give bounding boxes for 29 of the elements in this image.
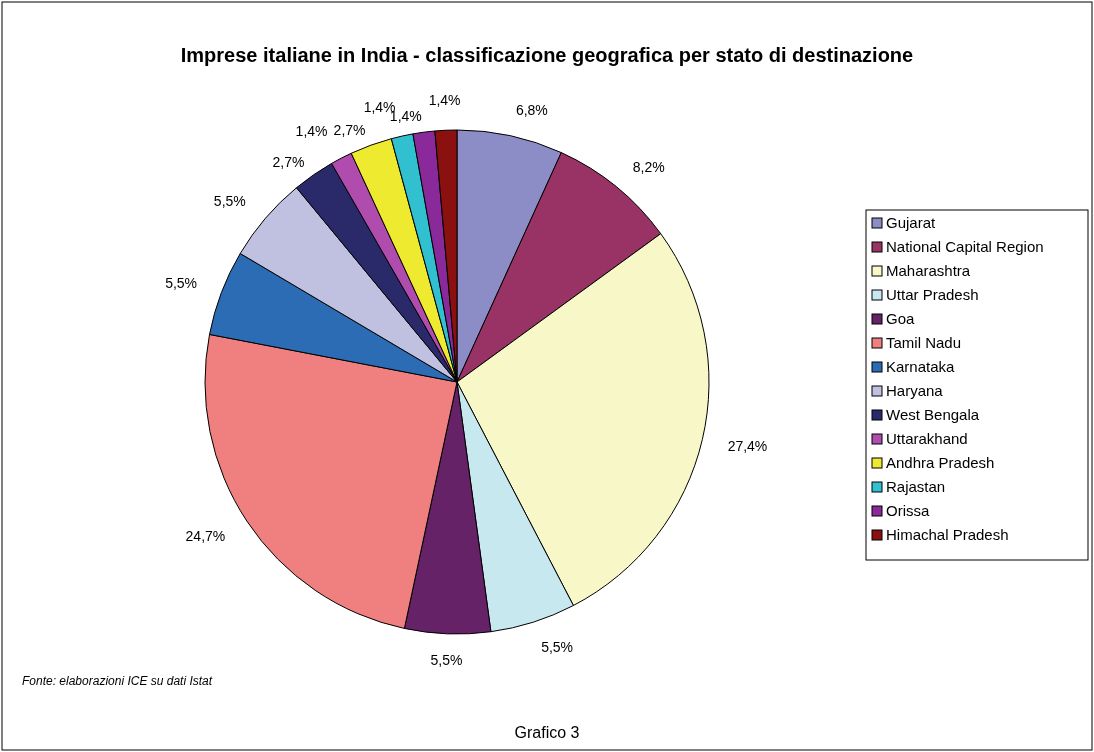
data-label: 6,8% (515, 102, 548, 119)
legend-label: Uttarakhand (886, 430, 968, 447)
data-label: 5,5% (213, 193, 246, 210)
data-label: 2,7% (272, 153, 305, 170)
legend-label: Maharashtra (886, 262, 971, 279)
legend-label: Karnataka (886, 358, 956, 375)
legend-label: Haryana (886, 382, 944, 399)
data-label: 5,5% (165, 275, 198, 292)
legend-label: Gujarat (886, 214, 937, 231)
legend-label: Tamil Nadu (886, 334, 962, 351)
legend-label: Uttar Pradesh (886, 286, 979, 303)
legend-label: Rajastan (886, 478, 946, 495)
legend-label: Himachal Pradesh (886, 526, 1009, 543)
data-label: 5,5% (430, 651, 463, 668)
data-label: 24,7% (185, 527, 226, 544)
data-label: 27,4% (727, 437, 768, 454)
legend-label: National Capital Region (886, 238, 1044, 255)
legend-label: Orissa (886, 502, 930, 519)
data-label: 1,4% (428, 92, 461, 109)
data-label: 2,7% (333, 122, 366, 139)
legend-label: West Bengala (886, 406, 980, 423)
source-note: Fonte: elaborazioni ICE su dati Istat (22, 674, 213, 688)
data-label: 8,2% (632, 158, 665, 175)
data-label: 1,4% (295, 123, 328, 140)
legend-label: Andhra Pradesh (886, 454, 995, 471)
chart-title: Imprese italiane in India - classificazione geografica per stato di destinazione (180, 44, 914, 66)
data-label: 5,5% (541, 638, 574, 655)
text: Grafico 3 (514, 724, 580, 741)
legend-label: Goa (886, 310, 916, 327)
